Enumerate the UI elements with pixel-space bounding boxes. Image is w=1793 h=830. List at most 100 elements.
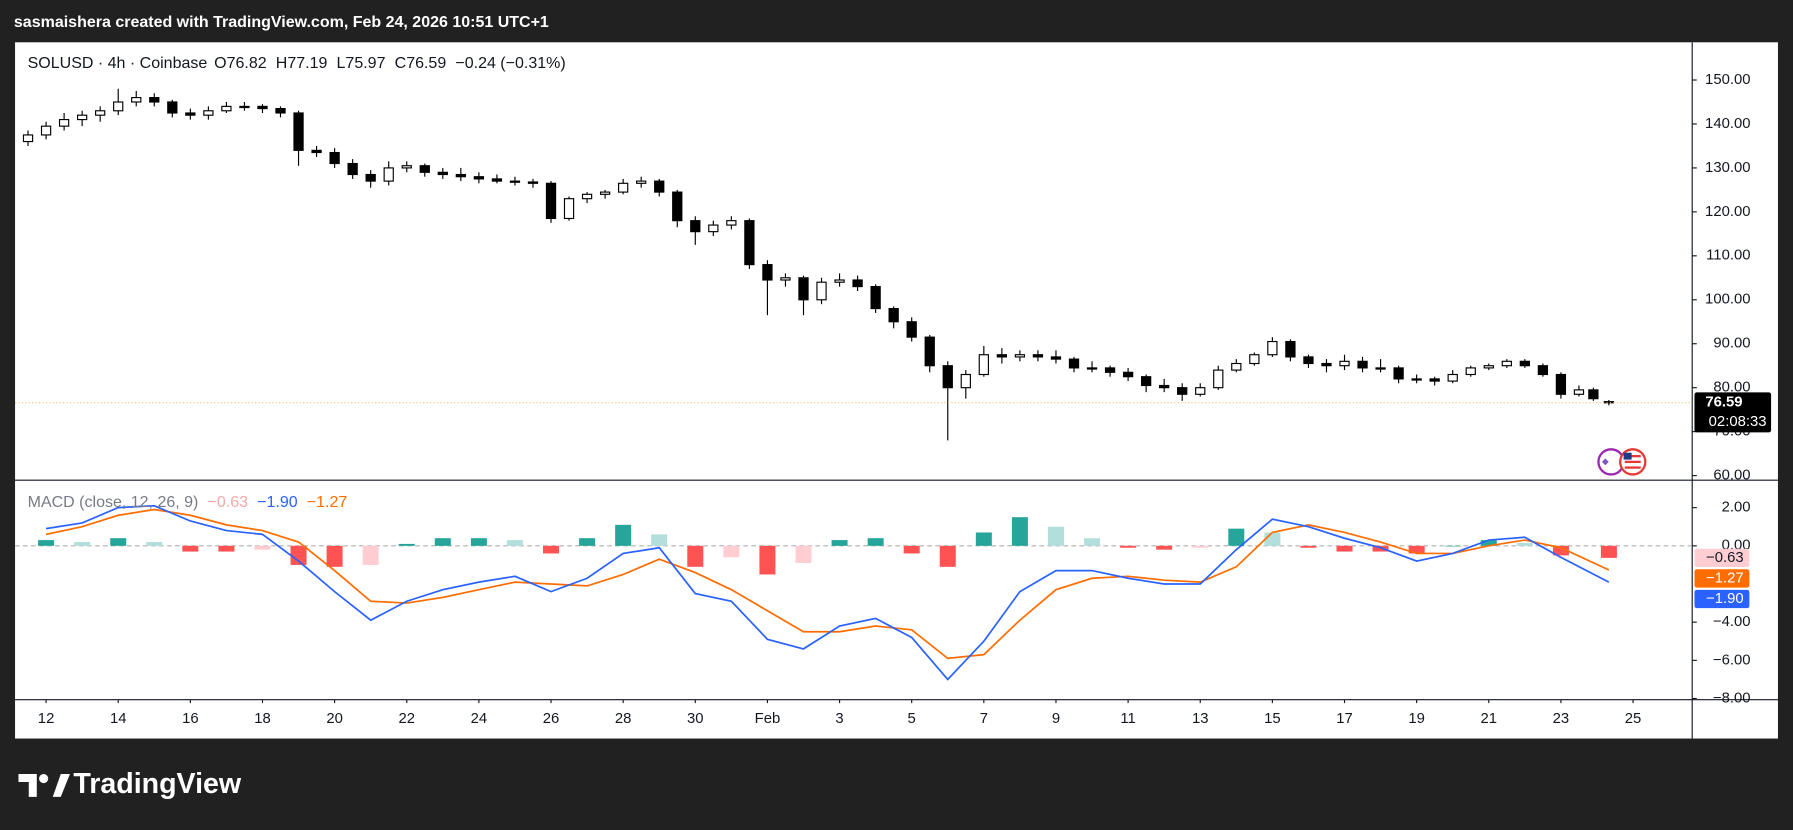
candle-body [618,182,629,193]
candle-body [1393,367,1404,380]
candle-body [491,178,503,182]
x-tick-label: 26 [543,711,560,727]
pane-icons[interactable] [1597,448,1647,476]
x-tick-label: 11 [1120,711,1135,727]
candle-body [149,97,160,103]
histogram-bar [759,545,776,575]
candle-body [780,277,791,281]
x-tick-label: 24 [471,711,488,727]
histogram-bar [1264,532,1281,546]
y-tick-label: 150.00 [1705,72,1750,88]
y-tick-label: 130.00 [1705,160,1750,176]
histogram-bar [1516,542,1533,546]
y-tick-label: 2.00 [1722,500,1751,516]
candle-body [527,181,539,184]
histogram-bar [939,545,956,567]
ohlc-value: 77.19 [287,55,327,72]
candle-body [1032,354,1044,358]
histogram-bar [1011,517,1028,546]
candle-body [1140,376,1152,387]
histogram-bar [362,545,379,565]
candle-body [1159,384,1170,389]
x-tick-label: 22 [398,711,415,727]
macd-legend: MACD (close, 12, 26, 9) −0.63 −1.90 −1.27 [28,494,348,511]
candle-body [185,112,196,116]
candle-body [203,110,214,116]
histogram-bar [687,545,704,567]
macd-value-label: −1.90 [1706,591,1744,607]
histogram-bar [1047,526,1064,546]
histogram-value-box [1694,548,1750,567]
histogram-bar [326,545,343,567]
candle-body [744,220,755,266]
candle-body [1465,367,1476,376]
countdown-label: 02:08:33 [1709,414,1767,430]
ohlc-label: L [337,55,346,72]
histogram-bar [434,538,451,546]
price-pane [15,88,1693,441]
histogram-bar [1600,545,1617,558]
candle-body [996,354,1008,358]
candle-body [419,165,430,173]
candle-body [1014,354,1026,358]
histogram-bar [867,538,884,546]
last-price-label: 76.59 [1705,395,1742,411]
axes: 60.0070.0080.0090.00100.00110.00120.0013… [28,55,1772,727]
candle-body [1519,360,1530,367]
histogram-bar [1192,545,1209,548]
candle-body [1603,401,1615,404]
sparkle [1601,458,1609,466]
x-tick-label: 17 [1336,711,1353,727]
legend-histogram: −0.63 [208,494,249,511]
candle-body [76,114,88,121]
candle-body [1573,389,1585,395]
candle-body [762,264,773,281]
chart-header: SOLUSD · 4h · Coinbase O76.82 H77.19 L75.97… [28,55,566,72]
candle-body [473,176,485,180]
x-tick-label: 3 [835,711,843,727]
histogram-bar [38,540,55,546]
candle-body [1068,358,1080,369]
ohlc-label: H [276,55,288,72]
histogram-bar [470,538,487,546]
x-tick-label: 18 [254,711,271,727]
histogram-value-label: −0.63 [1706,550,1744,566]
candle-body [545,182,557,220]
histogram-bar [1084,538,1101,546]
candle-body [690,220,701,233]
ohlc-label: O [214,55,226,72]
candle-body [1231,362,1242,371]
y-tick-label: −8.00 [1713,690,1751,706]
candle-body [1195,387,1206,395]
candle-body [1122,371,1134,378]
macd-value-box [1694,589,1750,609]
candle-body [599,191,611,195]
signal-value-label: −1.27 [1706,570,1744,586]
x-tick-label: 21 [1481,711,1498,727]
candle-body [960,373,971,389]
histogram-bar [182,545,199,552]
histogram-bar [1372,545,1389,552]
candle-body [636,180,647,184]
candle-body [329,151,340,165]
candle-body [1050,356,1062,360]
y-tick-label: −6.00 [1713,652,1751,668]
candle-body [1086,367,1098,370]
histogram-bar [1408,545,1425,554]
flag-canton [1623,452,1632,460]
candle-body [1177,387,1188,395]
histogram-bar [1300,545,1317,548]
macd-pane [15,504,1693,681]
candle-body [672,191,683,222]
chart-panel [15,42,1778,739]
y-tick-label: 60.00 [1713,468,1750,484]
candle-body [1447,373,1458,382]
x-tick-label: 13 [1192,711,1209,727]
histogram-bar [74,542,91,546]
y-tick-label: 80.00 [1713,380,1750,396]
x-tick-label: 14 [110,711,127,727]
histogram-bar [795,545,812,564]
candle-body [978,354,989,376]
candle-body [1267,340,1278,356]
x-tick-label: 25 [1625,711,1642,727]
